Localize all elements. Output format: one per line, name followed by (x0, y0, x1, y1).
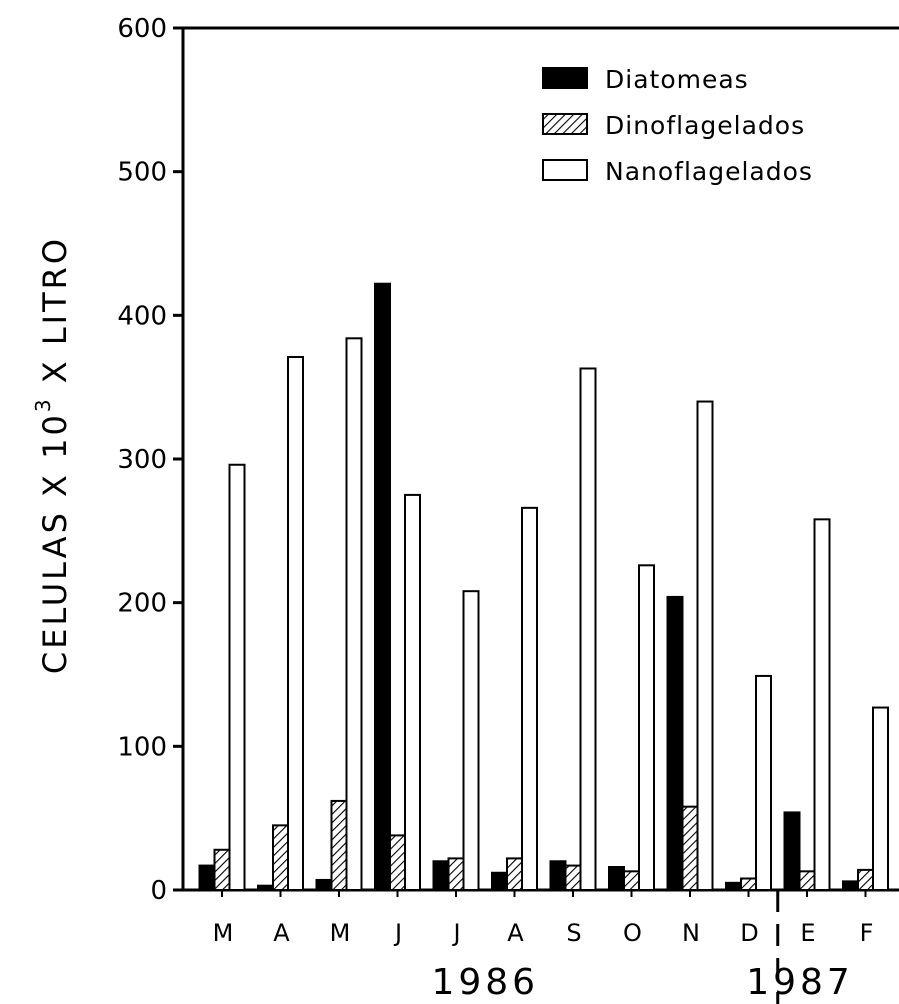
bar-diatomeas (491, 871, 508, 892)
bars (198, 282, 889, 892)
bar-dinoflagelados (857, 868, 874, 891)
legend-swatch-dinoflagelados (542, 113, 588, 135)
y-tick-label: 0 (150, 876, 167, 906)
bar-nanoflagelados (755, 674, 772, 891)
y-axis-ticks: 0 100 200 300 400 500 600 (117, 14, 183, 906)
legend-label-dinoflagelados: Dinoflagelados (605, 111, 805, 140)
legend-swatch-nanoflagelados (542, 159, 588, 181)
year-label: 1986 (431, 962, 539, 1003)
y-tick-label: 300 (117, 445, 167, 475)
bar-nanoflagelados (228, 463, 246, 891)
x-tick-label: O (623, 919, 642, 947)
legend-label-diatomeas: Diatomeas (605, 65, 749, 94)
x-tick-label: M (213, 919, 234, 947)
bar-dinoflagelados (389, 834, 406, 892)
y-axis-title-exponent: 3 (31, 396, 55, 412)
bar-diatomeas (725, 881, 742, 891)
bar-dinoflagelados (740, 877, 757, 891)
x-tick-label: A (273, 919, 290, 947)
bar-nanoflagelados (521, 506, 538, 891)
x-tick-label: E (800, 919, 815, 947)
bar-diatomeas (783, 811, 801, 891)
bar-nanoflagelados (462, 590, 480, 891)
bar-diatomeas (842, 880, 859, 892)
y-tick-label: 200 (117, 589, 167, 619)
x-tick-label: J (451, 919, 460, 947)
bar-nanoflagelados (638, 564, 655, 892)
legend: Diatomeas Dinoflagelados Nanoflagelados (542, 65, 813, 186)
bar-diatomeas (549, 860, 567, 891)
bar-diatomeas (198, 864, 216, 891)
year-labels: 1986 1987 (431, 890, 854, 1004)
y-axis-title-main: CELULAS X 10 (36, 412, 74, 674)
bar-dinoflagelados (213, 848, 231, 891)
bar-diatomeas (315, 878, 333, 892)
y-tick-label: 600 (117, 14, 167, 44)
bar-diatomeas (432, 860, 450, 891)
bar-nanoflagelados (872, 706, 889, 891)
x-tick-label: M (330, 919, 351, 947)
bar-dinoflagelados (798, 870, 816, 891)
x-axis-labels: MAMJJASONDEFM (213, 890, 874, 947)
bar-diatomeas (257, 884, 274, 892)
y-axis-title-tail: X LITRO (36, 236, 74, 397)
legend-label-nanoflagelados: Nanoflagelados (605, 157, 813, 186)
bar-dinoflagelados (272, 824, 289, 891)
bar-nanoflagelados (813, 518, 831, 892)
legend-swatch-diatomeas (542, 67, 588, 89)
y-tick-label: 500 (117, 158, 167, 188)
x-tick-label: D (740, 919, 758, 947)
y-tick-label: 100 (117, 732, 167, 762)
bar-dinoflagelados (564, 864, 582, 891)
bar-nanoflagelados (404, 493, 421, 891)
bar-dinoflagelados (330, 799, 348, 892)
bar-dinoflagelados (506, 857, 523, 891)
bar-nanoflagelados (696, 400, 714, 891)
bar-diatomeas (666, 595, 684, 891)
bar-diatomeas (374, 282, 391, 891)
bar-dinoflagelados (623, 870, 640, 891)
y-axis-title: CELULAS X 103 X LITRO (31, 236, 74, 674)
bar-dinoflagelados (681, 805, 699, 892)
bar-nanoflagelados (579, 367, 597, 891)
x-tick-label: J (393, 919, 402, 947)
x-tick-label: S (566, 919, 581, 947)
x-tick-label: F (860, 919, 874, 947)
x-tick-label: N (682, 919, 700, 947)
year-label: 1987 (746, 962, 854, 1003)
y-tick-label: 400 (117, 301, 167, 331)
bar-nanoflagelados (287, 355, 304, 892)
bar-diatomeas (608, 866, 625, 891)
bar-nanoflagelados (345, 337, 363, 891)
bar-dinoflagelados (447, 857, 465, 891)
x-tick-label: A (507, 919, 524, 947)
